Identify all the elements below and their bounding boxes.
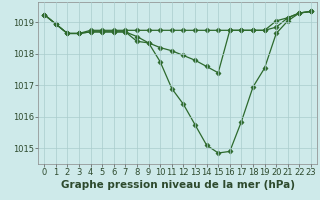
X-axis label: Graphe pression niveau de la mer (hPa): Graphe pression niveau de la mer (hPa) [60, 180, 295, 190]
